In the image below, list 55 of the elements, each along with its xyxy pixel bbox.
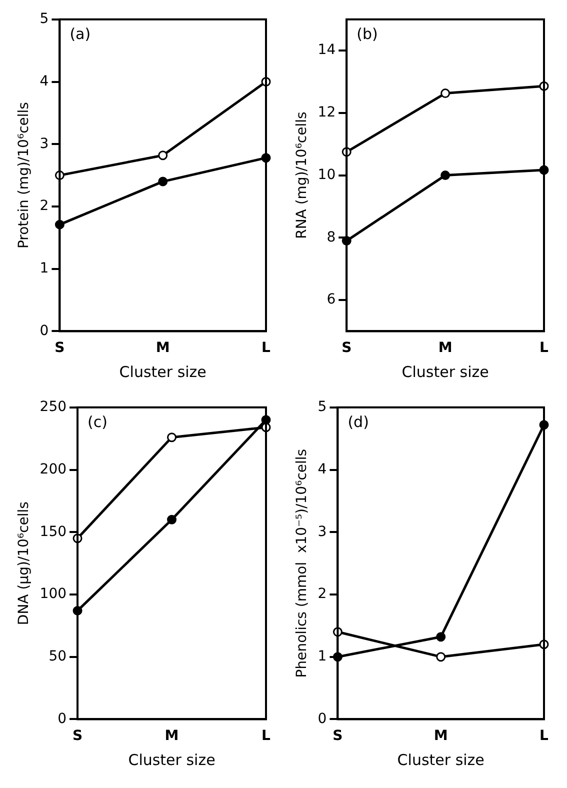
y-tick-label: 0 [318,710,327,727]
point [440,88,450,98]
x-tick-label: L [540,340,549,356]
y-tick-label: 14 [318,42,336,58]
y-tick-label: 0 [40,322,49,339]
y-tick-label: 100 [40,586,67,602]
x-axis-title: Cluster size [397,750,484,769]
point [436,652,446,662]
x-axis-title: Cluster size [119,362,206,381]
x-tick-label: M [434,728,448,744]
y-tick-label: 150 [40,524,67,540]
annotation: (c) [88,412,108,431]
y-tick-label: 12 [318,104,336,121]
x-tick-label: L [540,728,549,744]
point [440,170,450,180]
x-tick-label: M [156,340,170,356]
y-tick-label: 50 [48,648,67,664]
x-tick-label: S [332,728,343,744]
x-tick-label: L [262,728,271,744]
y-tick-label: 2 [318,586,327,602]
y-tick-label: 2 [40,198,49,214]
point [167,514,177,524]
point [436,632,446,642]
y-tick-label: 200 [40,461,67,478]
y-axis-title: Phenolics (mmol x10⁻⁵)/10⁶cells [294,448,310,678]
x-tick-label: M [164,728,179,744]
x-tick-label: L [262,340,271,356]
point [158,176,168,186]
y-tick-label: 1 [40,260,49,276]
y-tick-label: 1 [318,648,327,664]
x-tick-label: S [54,340,65,356]
x-axis-title: Cluster size [128,750,216,769]
y-tick-label: 0 [58,710,67,727]
y-tick-label: 250 [40,399,67,416]
x-tick-label: S [72,728,83,744]
x-tick-label: S [342,340,352,356]
y-tick-label: 8 [326,229,336,246]
x-tick-label: M [438,340,452,356]
point [167,432,177,442]
annotation: (b) [356,24,378,43]
y-tick-label: 5 [318,399,327,416]
y-tick-label: 10 [318,166,336,183]
x-axis-title: Cluster size [402,362,489,381]
y-tick-label: 4 [318,461,327,478]
y-tick-label: 5 [40,11,49,28]
y-axis-title: RNA (mg)/10⁶cells [294,112,310,239]
point [158,150,168,160]
y-tick-label: 3 [318,524,327,540]
y-axis-title: DNA (μg)/10⁶cells [16,502,32,626]
annotation: (a) [70,24,91,43]
y-tick-label: 6 [326,292,336,308]
y-axis-title: Protein (mg)/10⁶cells [16,102,32,249]
y-tick-label: 3 [40,136,49,152]
annotation: (d) [348,412,369,431]
y-tick-label: 4 [40,73,49,90]
